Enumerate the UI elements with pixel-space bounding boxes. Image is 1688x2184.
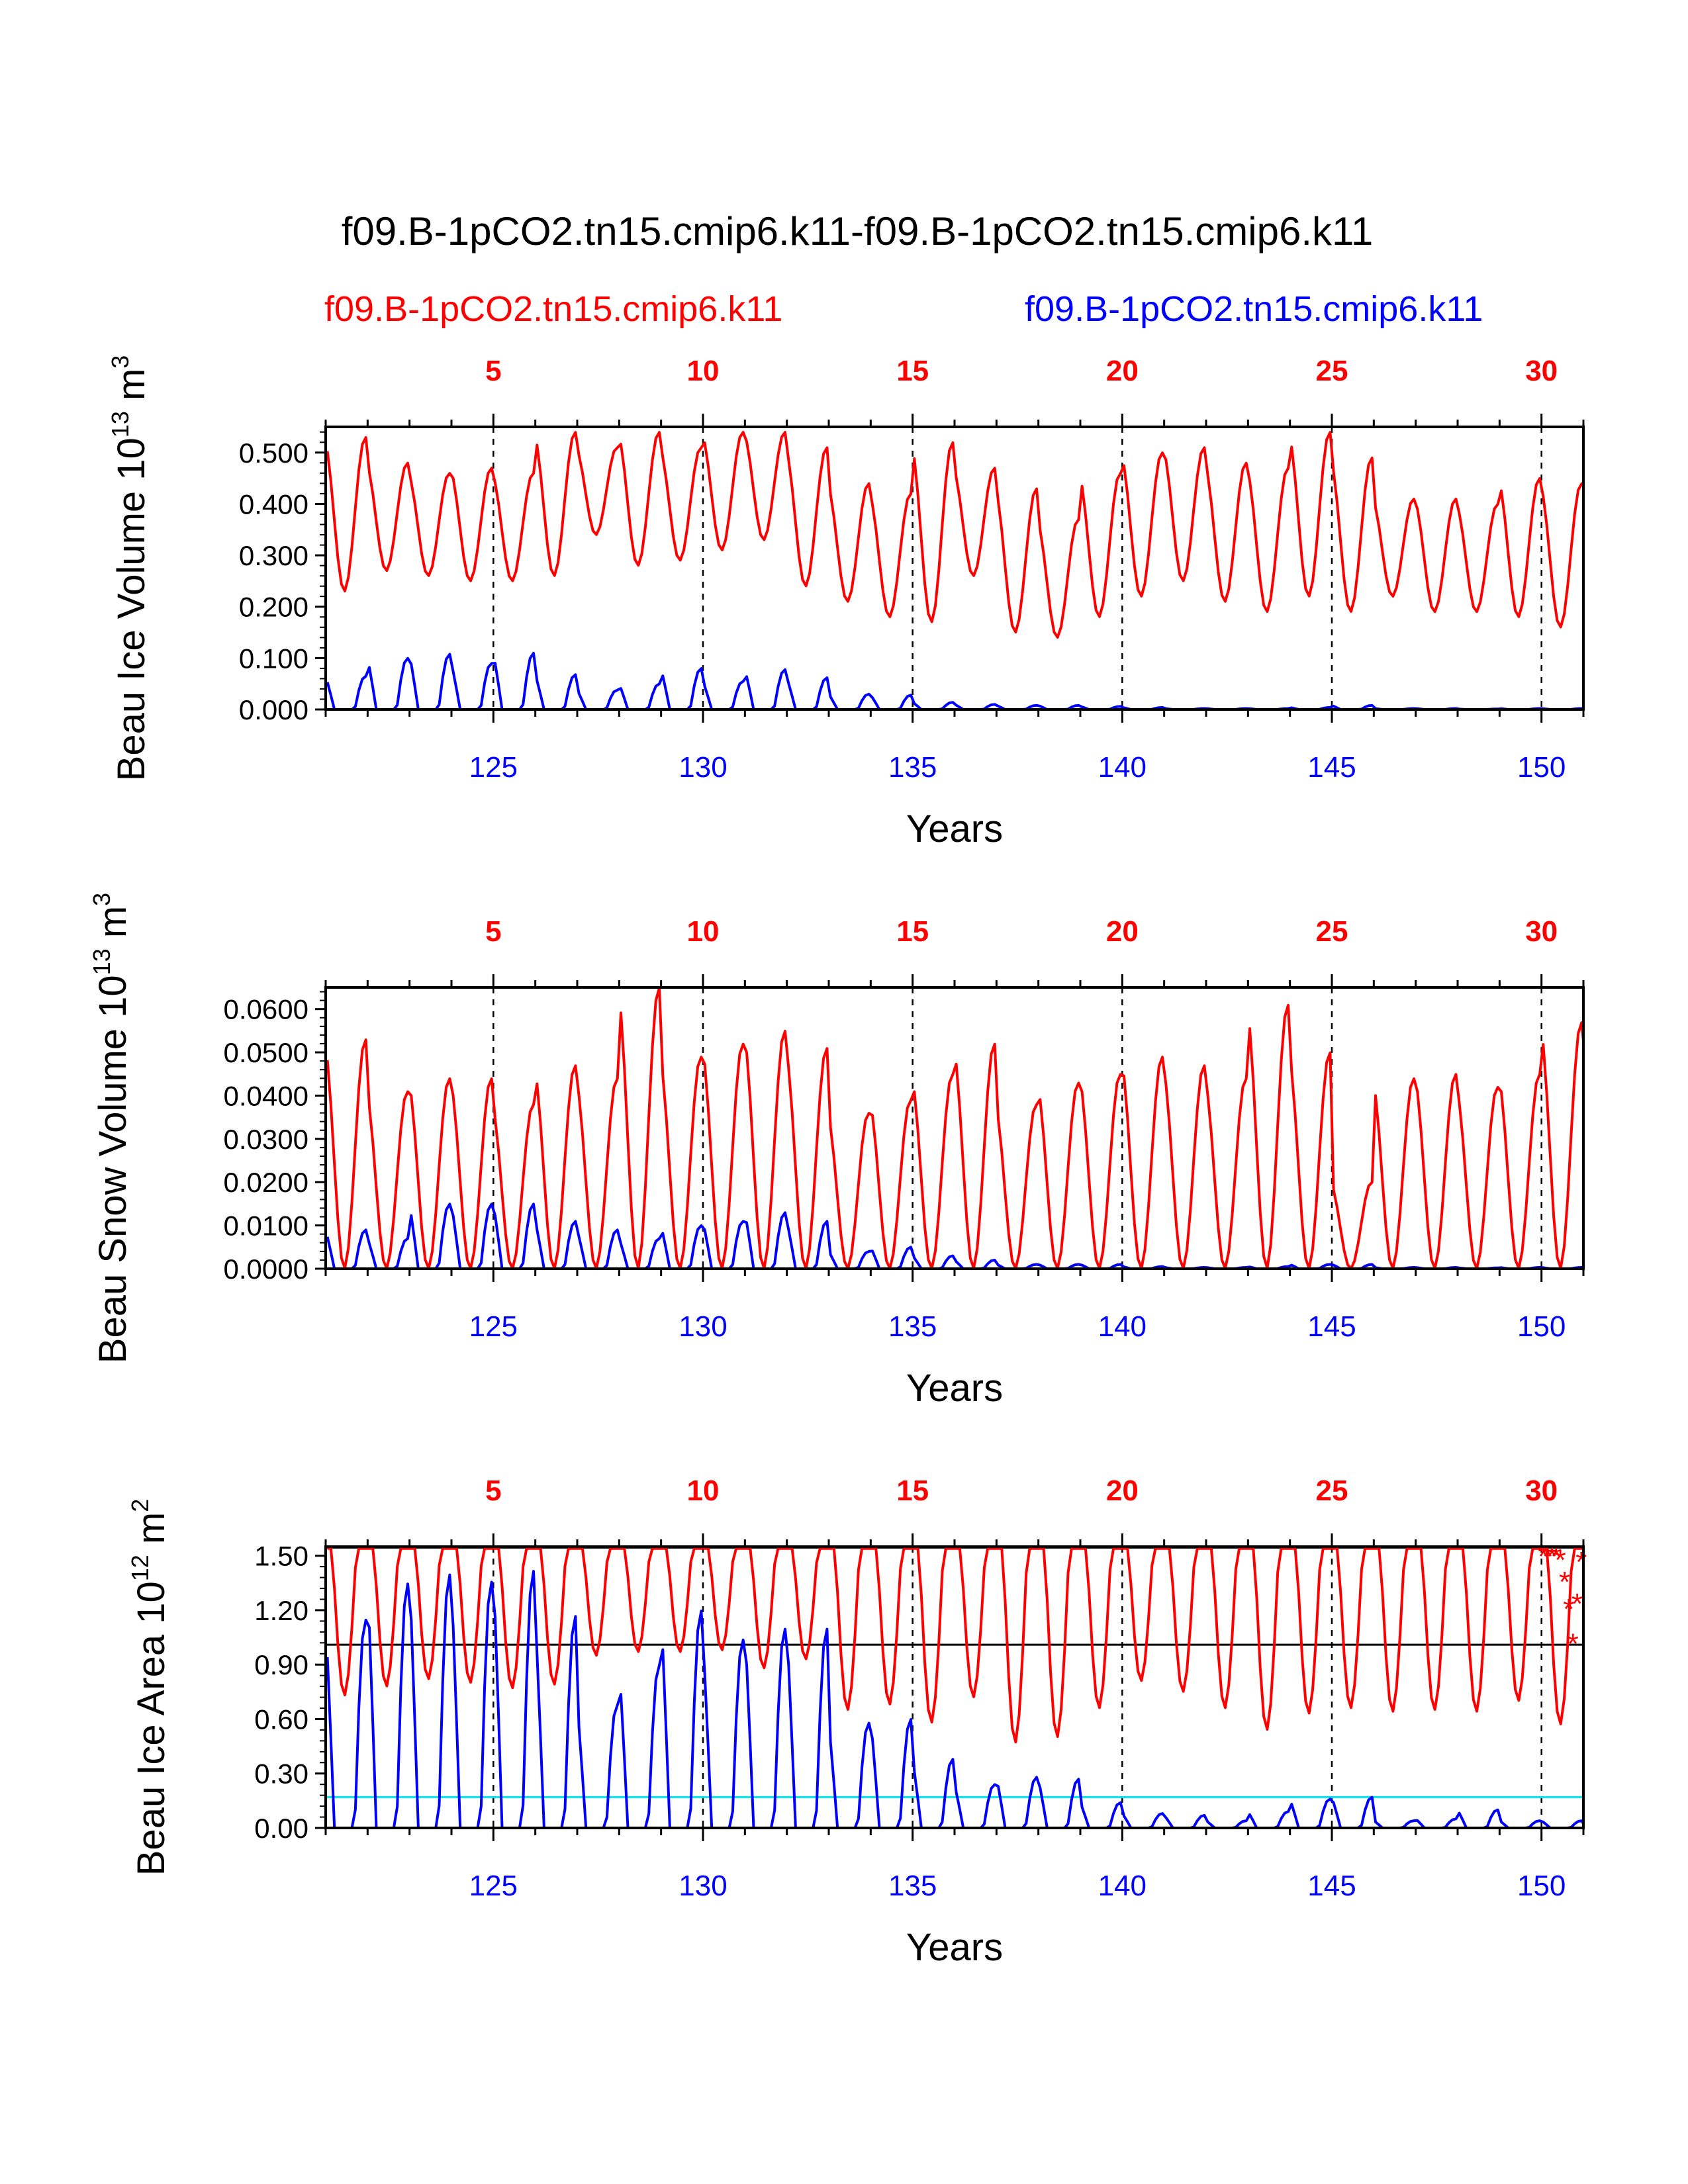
- xtick-top-label: 15: [896, 915, 929, 948]
- xtick-top-label: 30: [1525, 1475, 1558, 1507]
- xtick-bottom-label: 140: [1098, 1310, 1147, 1343]
- xtick-top-label: 30: [1525, 355, 1558, 387]
- xtick-top-label: 30: [1525, 915, 1558, 948]
- plot-frame: [326, 987, 1583, 1269]
- xtick-top-label: 20: [1106, 355, 1139, 387]
- ytick-label: 1.50: [254, 1541, 308, 1572]
- xtick-bottom-label: 145: [1307, 1870, 1356, 1902]
- xtick-bottom-label: 135: [888, 751, 937, 784]
- xtick-top-label: 25: [1316, 1475, 1348, 1507]
- xtick-top-label: 5: [485, 355, 501, 387]
- panel-ice-volume: 0.000 0.100 0.200 0.300 0.400 0.500 125 130 135 1…: [107, 355, 1624, 850]
- ytick-label: 0.30: [254, 1758, 308, 1790]
- xtick-bottom-label: 130: [679, 1870, 727, 1902]
- xtick-bottom-label: 130: [679, 751, 727, 784]
- xtick-top-label: 10: [687, 355, 720, 387]
- ytick-label: 1.20: [254, 1595, 308, 1626]
- xtick-top-label: 25: [1316, 915, 1348, 948]
- figure: f09.B-1pCO2.tn15.cmip6.k11-f09.B-1pCO2.t…: [0, 0, 1688, 2184]
- ytick-label: 0.0500: [224, 1037, 308, 1068]
- ytick-label: 0.0600: [224, 994, 308, 1025]
- y-axis-title: Beau Snow Volume 1013 m3: [88, 893, 134, 1363]
- xtick-bottom-label: 150: [1517, 1870, 1566, 1902]
- xtick-bottom-label: 125: [469, 1310, 518, 1343]
- ytick-label: 0.60: [254, 1704, 308, 1735]
- y-axis-title: Beau Ice Volume 1013 m3: [107, 355, 153, 782]
- ytick-label: 0.90: [254, 1649, 308, 1680]
- ytick-label: 0.400: [239, 488, 308, 520]
- xtick-top-label: 20: [1106, 1475, 1139, 1507]
- panel-snow-volume: 0.0000 0.0100 0.0200 0.0300 0.0400 0.0500 0.06…: [88, 893, 1624, 1410]
- xtick-top-label: 5: [485, 915, 501, 948]
- panels: 0.000 0.100 0.200 0.300 0.400 0.500 125 130 135 1…: [88, 355, 1624, 1969]
- legend-case1: f09.B-1pCO2.tn15.cmip6.k11: [324, 289, 782, 329]
- xtick-bottom-label: 130: [679, 1310, 727, 1343]
- xtick-top-label: 25: [1316, 355, 1348, 387]
- ytick-label: 0.0100: [224, 1210, 308, 1242]
- x-axis-title: Years: [906, 1367, 1003, 1410]
- ytick-label: 0.000: [239, 694, 308, 725]
- xtick-bottom-label: 135: [888, 1310, 937, 1343]
- xtick-bottom-label: 145: [1307, 751, 1356, 784]
- xtick-top-label: 15: [896, 1475, 929, 1507]
- series-case2-line: [328, 1571, 1624, 1828]
- xtick-top-label: 5: [485, 1475, 501, 1507]
- ytick-label: 0.100: [239, 643, 308, 674]
- series-case1-line: [328, 432, 1624, 637]
- xtick-bottom-label: 150: [1517, 1310, 1566, 1343]
- xtick-top-label: 10: [687, 915, 720, 948]
- ytick-label: 0.0300: [224, 1124, 308, 1155]
- xtick-top-label: 15: [896, 355, 929, 387]
- marker-star: *: [1571, 1588, 1583, 1620]
- ytick-label: 0.500: [239, 437, 308, 469]
- y-axis-title: Beau Ice Area 1012 m2: [126, 1499, 173, 1876]
- marker-group: **********: [1538, 1541, 1587, 1661]
- xtick-top-label: 20: [1106, 915, 1139, 948]
- x-axis-title: Years: [906, 807, 1003, 850]
- xtick-bottom-label: 145: [1307, 1310, 1356, 1343]
- figure-title: f09.B-1pCO2.tn15.cmip6.k11-f09.B-1pCO2.t…: [342, 209, 1374, 253]
- xtick-bottom-label: 135: [888, 1870, 937, 1902]
- xtick-bottom-label: 150: [1517, 751, 1566, 784]
- ytick-label: 0.300: [239, 540, 308, 571]
- xtick-bottom-label: 140: [1098, 751, 1147, 784]
- xtick-top-label: 10: [687, 1475, 720, 1507]
- series-case1-line: [328, 988, 1624, 1269]
- ytick-label: 0.200: [239, 592, 308, 623]
- ytick-label: 0.0200: [224, 1167, 308, 1198]
- ytick-label: 0.00: [254, 1813, 308, 1844]
- xtick-bottom-label: 140: [1098, 1870, 1147, 1902]
- marker-star: *: [1575, 1546, 1587, 1578]
- xtick-bottom-label: 125: [469, 1870, 518, 1902]
- xtick-bottom-label: 125: [469, 751, 518, 784]
- legend-case2: f09.B-1pCO2.tn15.cmip6.k11: [1025, 289, 1483, 329]
- marker-star: *: [1568, 1627, 1579, 1660]
- x-axis-title: Years: [906, 1926, 1003, 1969]
- ytick-label: 0.0400: [224, 1080, 308, 1111]
- ytick-label: 0.0000: [224, 1253, 308, 1285]
- series-case2-line: [328, 653, 1624, 709]
